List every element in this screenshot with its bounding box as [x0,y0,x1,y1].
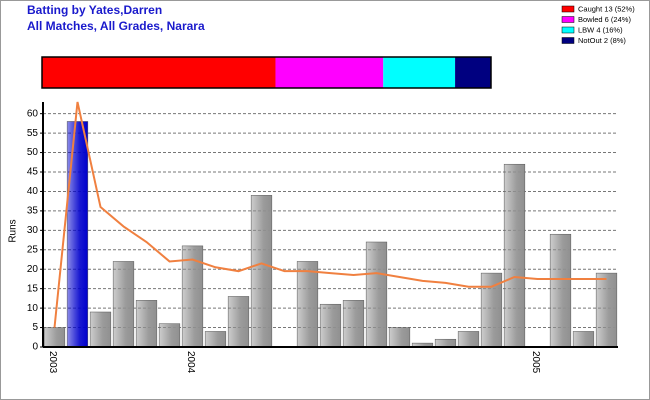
bar [434,338,457,348]
legend-label: Caught 13 (52%) [578,4,635,13]
bar [457,331,480,348]
breakdown-segment [383,57,456,88]
y-tick-label: 50 [27,147,39,158]
average-line [53,101,607,328]
y-tick-label: 45 [27,167,39,178]
legend-swatch [561,16,575,23]
bar [319,303,342,348]
y-tick-label: 60 [27,108,39,119]
y-axis-label: Runs [8,219,19,242]
y-tick-label: 30 [27,225,39,236]
bar [43,327,66,348]
breakdown-segment [275,57,384,88]
bar [89,311,112,348]
bar [595,272,618,348]
bar [112,261,135,348]
chart-subtitle: All Matches, All Grades, Narara [27,19,205,33]
y-tick-label: 35 [27,206,39,217]
legend-swatch [561,26,575,34]
legend-label: NotOut 2 (8%) [578,36,626,45]
bar [135,300,158,348]
breakdown-frame [41,56,492,89]
legend-swatch [561,5,575,13]
bar [227,296,250,348]
x-tick-label: 2004 [185,351,196,374]
bar [250,195,273,348]
breakdown-segment [455,57,491,88]
bar [342,300,365,348]
bar [549,233,572,348]
bar [158,323,181,348]
x-tick-label: 2005 [530,351,541,374]
chart-title: Batting by Yates,Darren [27,3,162,17]
bar [296,261,319,348]
bar [204,331,227,348]
bar [365,241,388,348]
legend-label: LBW 4 (16%) [578,25,623,34]
breakdown-segment [42,57,276,88]
bar [66,121,89,348]
y-tick-label: 0 [32,342,38,353]
y-tick-label: 15 [27,283,39,294]
y-tick-label: 5 [32,322,38,333]
y-tick-label: 55 [27,128,39,139]
legend-swatch [561,37,575,44]
bar [388,327,411,348]
bar [572,331,595,348]
bar [503,163,526,348]
y-tick-label: 10 [27,303,39,314]
x-tick-label: 2003 [47,351,58,374]
legend-label: Bowled 6 (24%) [578,15,631,24]
y-tick-label: 20 [27,264,39,275]
y-tick-label: 40 [27,186,39,197]
y-tick-label: 25 [27,244,39,255]
